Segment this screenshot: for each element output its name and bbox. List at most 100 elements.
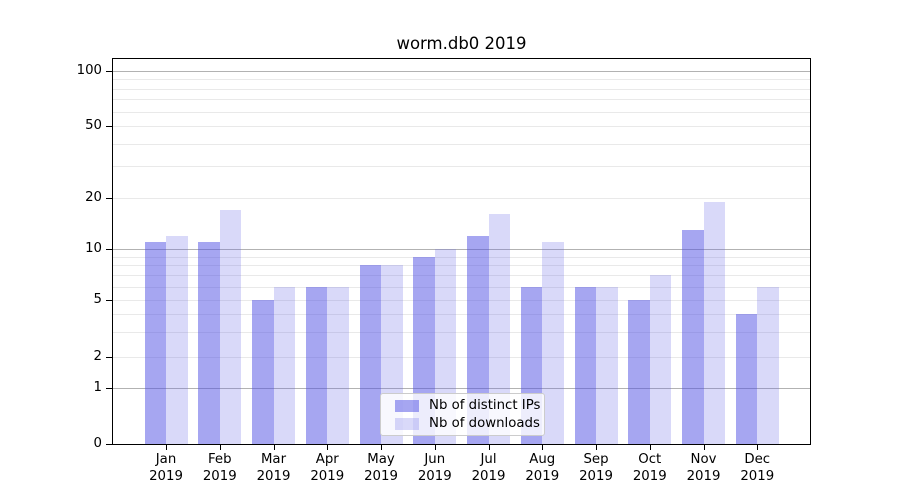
- minor-gridline: [113, 256, 810, 258]
- minor-gridline: [113, 275, 810, 277]
- minor-gridline: [113, 300, 810, 301]
- x-tick-label: Mar 2019: [234, 452, 314, 485]
- major-gridline: [113, 249, 810, 250]
- x-tick-month: Feb: [207, 452, 232, 467]
- minor-gridline: [113, 331, 810, 333]
- bar-ips-may: [359, 265, 381, 444]
- x-tick-month: Jun: [424, 452, 446, 467]
- x-tick-label: May 2019: [341, 452, 421, 485]
- x-tick-year: 2019: [202, 468, 237, 484]
- bar-ips-jul: [467, 235, 489, 444]
- minor-gridline: [113, 111, 810, 113]
- x-tick-year: 2019: [149, 468, 183, 484]
- legend: Nb of distinct IPs Nb of downloads: [380, 393, 545, 436]
- y-tick-mark: [106, 71, 112, 72]
- x-tick-month: Aug: [529, 452, 556, 467]
- minor-gridline: [113, 313, 810, 315]
- y-tick-label: 2: [93, 349, 102, 364]
- bar-downloads-dec: [757, 286, 779, 444]
- y-tick-mark: [106, 444, 112, 445]
- x-tick-year: 2019: [364, 468, 398, 484]
- x-tick-mark: [650, 445, 651, 450]
- y-tick-mark: [106, 388, 112, 389]
- minor-gridline: [113, 198, 810, 199]
- bar-downloads-mar: [273, 286, 295, 444]
- minor-gridline: [113, 79, 810, 81]
- x-tick-mark: [704, 445, 705, 450]
- bar-ips-dec: [735, 313, 758, 444]
- legend-swatch-distinct-ips: [395, 399, 419, 412]
- x-tick-mark: [381, 445, 382, 450]
- plot-area: [112, 58, 811, 445]
- minor-gridline: [113, 286, 810, 288]
- bar-downloads-nov: [703, 201, 725, 444]
- minor-gridline: [113, 88, 810, 90]
- y-tick-label: 0: [93, 436, 102, 451]
- x-tick-label: Feb 2019: [180, 452, 260, 485]
- bar-downloads-jul: [488, 214, 510, 444]
- minor-gridline: [113, 166, 810, 168]
- x-tick-year: 2019: [579, 468, 613, 484]
- bar-downloads-aug: [542, 242, 564, 444]
- x-tick-mark: [489, 445, 490, 450]
- legend-item: Nb of downloads: [395, 416, 544, 431]
- x-tick-month: Jul: [480, 452, 497, 467]
- minor-gridline: [113, 143, 810, 145]
- bar-ips-oct: [628, 300, 650, 444]
- minor-gridline: [113, 126, 810, 127]
- y-tick-label: 1: [93, 380, 102, 395]
- bar-ips-apr: [305, 286, 328, 444]
- x-tick-label: Oct 2019: [610, 452, 690, 485]
- x-tick-year: 2019: [632, 468, 667, 484]
- bar-downloads-apr: [327, 286, 349, 444]
- legend-swatch-downloads: [395, 417, 419, 430]
- x-tick-mark: [274, 445, 275, 450]
- major-gridline: [113, 71, 810, 72]
- x-tick-year: 2019: [686, 468, 721, 484]
- bar-ips-mar: [252, 300, 274, 444]
- x-tick-year: 2019: [471, 468, 506, 484]
- x-tick-year: 2019: [740, 468, 775, 484]
- x-tick-label: Aug 2019: [502, 452, 582, 485]
- bar-ips-nov: [682, 229, 704, 444]
- x-tick-mark: [542, 445, 543, 450]
- y-tick-label: 50: [85, 118, 102, 133]
- x-tick-label: Apr 2019: [287, 452, 367, 485]
- bar-ips-feb: [198, 242, 220, 444]
- bar-downloads-sep: [596, 286, 618, 444]
- chart-title: worm.db0 2019: [396, 34, 527, 53]
- y-tick-label: 5: [93, 292, 102, 307]
- y-tick-label: 20: [85, 190, 102, 205]
- bar-downloads-oct: [649, 275, 672, 444]
- x-tick-month: Dec: [744, 452, 771, 467]
- x-tick-month: Mar: [260, 452, 287, 467]
- x-tick-mark: [166, 445, 167, 450]
- y-tick-mark: [106, 249, 112, 250]
- x-tick-month: Jan: [155, 452, 177, 467]
- x-tick-year: 2019: [417, 468, 452, 484]
- x-tick-label: Nov 2019: [664, 452, 744, 485]
- minor-gridline: [113, 99, 810, 101]
- bar-downloads-jan: [166, 235, 188, 444]
- x-tick-mark: [327, 445, 328, 450]
- x-tick-month: Sep: [583, 452, 609, 467]
- x-tick-mark: [757, 445, 758, 450]
- x-tick-mark: [596, 445, 597, 450]
- x-tick-label: Dec 2019: [717, 452, 797, 485]
- minor-gridline: [113, 357, 810, 358]
- x-tick-year: 2019: [256, 468, 291, 484]
- y-tick-label: 100: [76, 63, 102, 78]
- bar-ips-jan: [144, 242, 166, 444]
- x-tick-year: 2019: [310, 468, 345, 484]
- x-tick-label: Jun 2019: [395, 452, 475, 485]
- x-tick-label: Sep 2019: [556, 452, 636, 485]
- major-gridline: [113, 388, 810, 389]
- x-tick-label: Jul 2019: [449, 452, 529, 485]
- bar-ips-sep: [574, 286, 596, 444]
- y-tick-mark: [106, 198, 112, 199]
- x-tick-mark: [435, 445, 436, 450]
- x-tick-month: Oct: [638, 452, 662, 467]
- legend-label: Nb of downloads: [429, 416, 540, 431]
- x-tick-month: May: [367, 452, 395, 467]
